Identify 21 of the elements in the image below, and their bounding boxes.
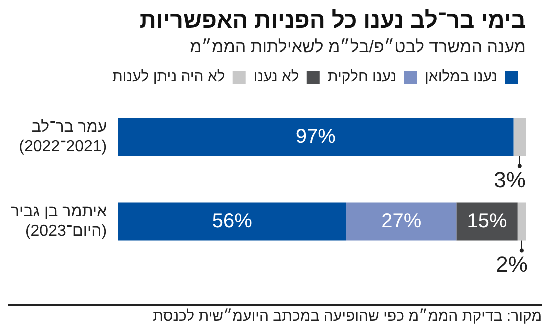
data-label: 97% (296, 126, 336, 148)
bar (514, 118, 526, 156)
chart-title: בימי בר־לב נענו כל הפניות האפשריות (140, 7, 526, 34)
data-label: 3% (494, 167, 526, 192)
bar (346, 202, 457, 241)
data-label: 15% (467, 210, 508, 232)
data-label: 56% (212, 210, 253, 232)
bar (456, 202, 518, 241)
bar (118, 118, 514, 156)
text: מקור: בדיקת הממ״מ כפי שהופיעה במכתב היועמ״שית לכנסת (8, 304, 542, 325)
legend-label: לא נענו (254, 68, 300, 86)
data-label: 2% (496, 252, 528, 277)
legend-label: נענו במלואן (425, 68, 498, 86)
bar (518, 202, 526, 241)
bar (118, 202, 347, 241)
legend-label: לא היה ניתן לענות (112, 68, 226, 86)
legend-label: נענו חלקית (328, 68, 397, 86)
chart-subtitle: מענה המשרד לבט״פ/בל״מ לשאילתות הממ״מ (190, 37, 526, 56)
y-tick-label: עמר בר־לב (2021־2022) (19, 118, 108, 156)
y-tick-label: איתמר בן גביר (היום־2023) (10, 204, 108, 240)
data-label: 27% (382, 210, 422, 232)
